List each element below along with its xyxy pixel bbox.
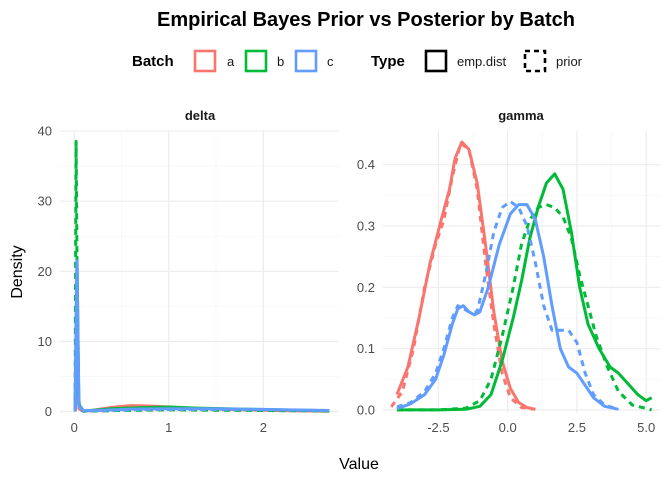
- x-tick-label: -2.5: [427, 420, 449, 435]
- y-axis-title: Density: [9, 245, 26, 298]
- legend: Batch a b c Type emp.dist prior: [132, 49, 583, 73]
- y-tick-label: 0.0: [357, 402, 375, 417]
- series-line-a-emp-dist: [395, 140, 536, 411]
- series-line-c-emp-dist: [396, 203, 619, 411]
- legend-label-c: c: [327, 54, 334, 69]
- x-tick-label: 1: [165, 420, 172, 435]
- y-tick-label: 0: [45, 404, 52, 419]
- series-line-b-emp-dist: [396, 172, 653, 412]
- legend-label-prior: prior: [556, 54, 583, 69]
- series-line-a-prior: [73, 354, 330, 413]
- series-line-c-prior: [396, 200, 619, 411]
- y-tick-label: 30: [38, 194, 52, 209]
- x-tick-label: 5.0: [637, 420, 655, 435]
- y-tick-label: 0.2: [357, 280, 375, 295]
- legend-title-batch: Batch: [132, 53, 174, 70]
- y-tick-label: 20: [38, 264, 52, 279]
- legend-key-c: [294, 49, 318, 73]
- y-tick-label: 0.1: [357, 341, 375, 356]
- series-line-c-prior: [73, 297, 330, 413]
- series-line-b-prior: [396, 203, 653, 412]
- x-tick-label: 0: [71, 420, 78, 435]
- legend-label-b: b: [277, 54, 284, 69]
- y-tick-label: 0.4: [357, 157, 375, 172]
- x-tick-label: 0.0: [499, 420, 517, 435]
- legend-key-prior: [523, 49, 547, 73]
- legend-key-emp-dist: [424, 49, 448, 73]
- series-line-b-prior: [73, 140, 330, 413]
- panel-strip-delta: delta: [185, 108, 216, 123]
- x-tick-label: 2.5: [568, 420, 586, 435]
- series-line-a-emp-dist: [73, 336, 330, 413]
- chart-title: Empirical Bayes Prior vs Posterior by Ba…: [157, 9, 575, 31]
- legend-key-b: [244, 49, 268, 73]
- series-line-c-emp-dist: [73, 259, 330, 413]
- legend-label-a: a: [227, 54, 235, 69]
- series-line-b-emp-dist: [73, 255, 330, 413]
- legend-title-type: Type: [371, 53, 405, 70]
- y-tick-label: 10: [38, 334, 52, 349]
- panel-strip-gamma: gamma: [498, 108, 544, 123]
- panel-gamma: -2.5 0.0 2.5 5.0 0.0 0.1 0.2 0.3 0.4: [357, 131, 660, 435]
- y-tick-label: 0.3: [357, 219, 375, 234]
- series-line-a-prior: [390, 141, 536, 411]
- legend-key-a: [193, 49, 217, 73]
- x-tick-label: 2: [260, 420, 267, 435]
- y-tick-label: 40: [38, 124, 52, 139]
- legend-label-emp-dist: emp.dist: [457, 54, 507, 69]
- x-axis-title: Value: [339, 456, 379, 473]
